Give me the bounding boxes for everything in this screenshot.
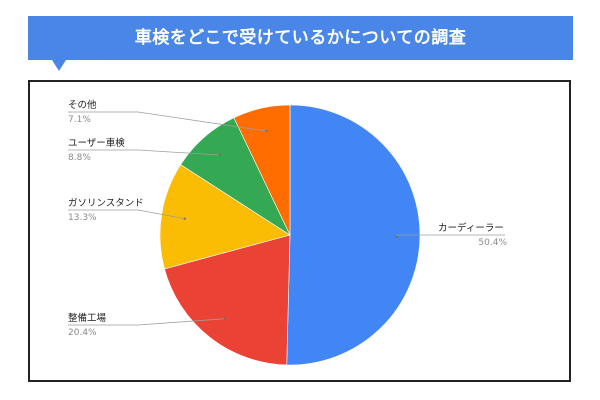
pie-slice-4: [233, 104, 291, 236]
slice-label-3: ユーザー車検: [68, 137, 125, 149]
title-banner: 車検をどこで受けているかについての調査: [28, 16, 573, 60]
leader-line-0: [396, 234, 505, 237]
leader-line-3: [68, 149, 220, 156]
pie-slice-0: [286, 104, 421, 366]
chart-frame: [28, 80, 571, 382]
slice-label-4: その他: [68, 99, 97, 111]
pie-slice-1: [164, 234, 291, 366]
leader-line-2: [68, 209, 185, 220]
slice-label-1: 整備工場: [68, 312, 107, 324]
slice-percent-3: 8.8%: [68, 153, 91, 163]
slice-percent-4: 7.1%: [68, 115, 91, 125]
banner-pointer: [52, 60, 66, 71]
pie-slice-2: [159, 164, 291, 270]
leader-line-4: [68, 111, 267, 132]
leader-line-1: [68, 318, 225, 326]
slice-label-0: カーディーラー: [438, 222, 504, 234]
slice-label-2: ガソリンスタンド: [68, 198, 144, 209]
slice-percent-1: 20.4%: [68, 328, 97, 338]
slice-percent-0: 50.4%: [478, 238, 507, 248]
slice-percent-2: 13.3%: [68, 213, 97, 223]
chart-title: 車検をどこで受けているかについての調査: [134, 28, 467, 48]
